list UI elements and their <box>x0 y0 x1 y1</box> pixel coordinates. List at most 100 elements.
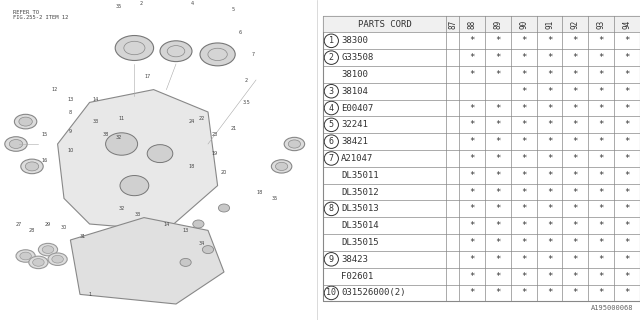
Text: *: * <box>521 238 526 247</box>
Text: 38300: 38300 <box>341 36 368 45</box>
Text: 87: 87 <box>448 20 457 29</box>
Text: 14: 14 <box>93 97 99 102</box>
Text: *: * <box>625 204 630 213</box>
Text: 38104: 38104 <box>341 87 368 96</box>
Text: *: * <box>625 288 630 297</box>
Text: 11: 11 <box>118 116 125 121</box>
Text: *: * <box>469 288 475 297</box>
Text: *: * <box>598 188 604 196</box>
Text: *: * <box>495 104 500 113</box>
Ellipse shape <box>19 117 32 126</box>
Text: *: * <box>495 221 500 230</box>
Text: 92: 92 <box>571 20 580 29</box>
Text: REFER TO
FIG.255-2 ITEM 12: REFER TO FIG.255-2 ITEM 12 <box>13 10 68 20</box>
Text: *: * <box>547 53 552 62</box>
Text: 91: 91 <box>545 20 554 29</box>
Text: 24: 24 <box>189 119 195 124</box>
Ellipse shape <box>29 256 48 269</box>
Text: *: * <box>469 255 475 264</box>
Text: *: * <box>469 188 475 196</box>
Text: 35: 35 <box>115 4 122 9</box>
Text: *: * <box>573 221 578 230</box>
Text: *: * <box>547 87 552 96</box>
Text: 20: 20 <box>221 170 227 175</box>
Ellipse shape <box>15 114 37 129</box>
Text: 8: 8 <box>69 109 72 115</box>
Text: A195000068: A195000068 <box>591 305 634 310</box>
Text: *: * <box>573 104 578 113</box>
Text: *: * <box>495 154 500 163</box>
Text: *: * <box>521 87 526 96</box>
Text: DL35012: DL35012 <box>341 188 379 196</box>
Text: *: * <box>598 104 604 113</box>
Polygon shape <box>58 90 218 230</box>
Text: *: * <box>521 154 526 163</box>
Text: *: * <box>547 221 552 230</box>
Text: 6: 6 <box>329 137 334 146</box>
Text: 88: 88 <box>467 20 476 29</box>
Polygon shape <box>70 218 224 304</box>
Text: *: * <box>625 137 630 146</box>
Text: 12: 12 <box>51 87 58 92</box>
Ellipse shape <box>16 250 35 262</box>
Text: *: * <box>521 272 526 281</box>
Text: F02601: F02601 <box>341 272 373 281</box>
Text: *: * <box>495 120 500 129</box>
Text: 29: 29 <box>45 221 51 227</box>
Text: *: * <box>573 288 578 297</box>
Ellipse shape <box>20 159 44 174</box>
Text: *: * <box>521 221 526 230</box>
Text: *: * <box>547 154 552 163</box>
Text: *: * <box>547 137 552 146</box>
Text: *: * <box>625 53 630 62</box>
Ellipse shape <box>202 246 214 253</box>
Text: *: * <box>495 171 500 180</box>
Text: *: * <box>495 137 500 146</box>
Ellipse shape <box>33 259 44 266</box>
Text: *: * <box>547 204 552 213</box>
Text: 10: 10 <box>67 148 74 153</box>
Text: *: * <box>598 204 604 213</box>
Text: 38423: 38423 <box>341 255 368 264</box>
Text: 7: 7 <box>252 52 254 57</box>
Ellipse shape <box>120 175 149 196</box>
Text: *: * <box>573 238 578 247</box>
Text: 23: 23 <box>211 132 218 137</box>
Text: 3.5: 3.5 <box>243 100 250 105</box>
Text: *: * <box>598 120 604 129</box>
Text: 38: 38 <box>102 132 109 137</box>
Text: 33: 33 <box>134 212 141 217</box>
Text: PARTS CORD: PARTS CORD <box>358 20 412 28</box>
Ellipse shape <box>38 243 58 256</box>
Text: DL35015: DL35015 <box>341 238 379 247</box>
Text: *: * <box>598 53 604 62</box>
Ellipse shape <box>20 252 31 260</box>
Text: *: * <box>547 171 552 180</box>
Ellipse shape <box>26 162 38 171</box>
Text: *: * <box>625 171 630 180</box>
Ellipse shape <box>160 41 192 61</box>
Text: *: * <box>573 204 578 213</box>
Text: *: * <box>625 255 630 264</box>
Text: *: * <box>521 36 526 45</box>
Text: *: * <box>469 104 475 113</box>
Text: *: * <box>495 272 500 281</box>
Text: 90: 90 <box>519 20 528 29</box>
Text: *: * <box>495 70 500 79</box>
Text: *: * <box>495 238 500 247</box>
Text: 34: 34 <box>198 241 205 246</box>
Text: *: * <box>469 137 475 146</box>
Text: 13: 13 <box>182 228 189 233</box>
Text: *: * <box>547 120 552 129</box>
Text: *: * <box>469 171 475 180</box>
Text: *: * <box>573 272 578 281</box>
Text: 3: 3 <box>329 87 334 96</box>
Text: 4: 4 <box>329 104 334 113</box>
Text: 32: 32 <box>115 135 122 140</box>
Text: *: * <box>469 154 475 163</box>
Text: *: * <box>573 171 578 180</box>
Text: *: * <box>625 104 630 113</box>
Text: 32: 32 <box>118 205 125 211</box>
Text: 22: 22 <box>198 116 205 121</box>
Text: *: * <box>573 87 578 96</box>
